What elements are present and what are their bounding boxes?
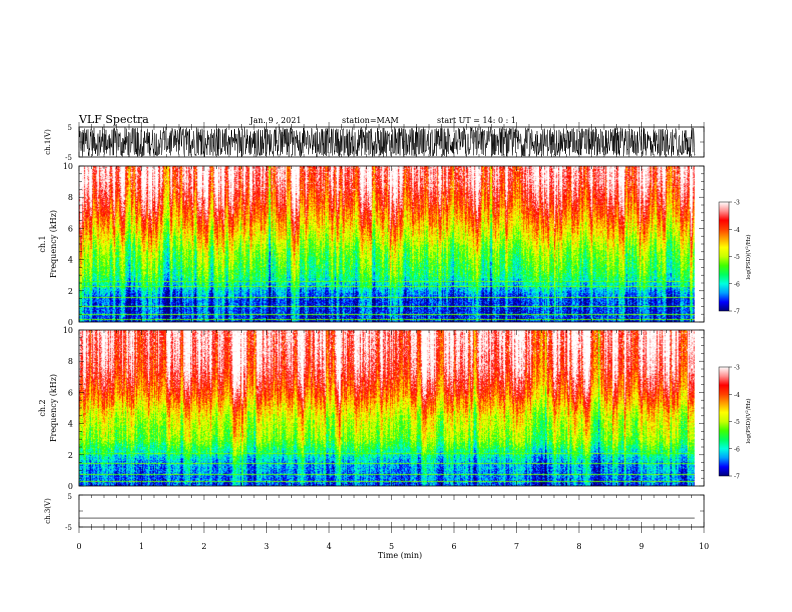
ch1-spectrogram-ticks	[78, 165, 705, 323]
time-tick-label: 9	[639, 542, 644, 551]
time-tick-label: 2	[201, 542, 206, 551]
frequency-tick-label: 6	[68, 224, 73, 233]
time-tick-label: 5	[389, 542, 394, 551]
colorbar-tick-label: -4	[734, 227, 740, 234]
ch2-colorbar: -3 -4 -5 -6 -7 log(PSD)(V2/Hz)	[718, 365, 753, 481]
ch3-ytick-neg5: -5	[65, 524, 72, 532]
time-tick-label: 10	[699, 542, 709, 551]
ch2-colorbar-gradient	[718, 366, 730, 477]
ch2-colorbar-ticklabels: -3 -4 -5 -6 -7	[729, 365, 740, 481]
start-time-label: start UT = 14: 0 : 1	[437, 116, 516, 125]
time-tick-label: 6	[451, 542, 456, 551]
time-tick-label: 7	[514, 542, 519, 551]
time-tick-label: 1	[139, 542, 144, 551]
ch2-spectrogram-ylabel-frequency: Frequency (kHz)	[49, 374, 58, 442]
ch1-waveform-panel: 5 -5 ch.1(V)	[44, 122, 705, 162]
time-tick-label: 3	[264, 542, 269, 551]
ch1-waveform-ticks	[78, 126, 705, 158]
colorbar-tick-label: -7	[734, 474, 740, 481]
ch1-colorbar-gradient	[718, 201, 730, 312]
ch2-colorbar-label: log(PSD)(V2/Hz)	[744, 398, 753, 443]
colorbar-tick-label: -6	[734, 281, 740, 288]
frequency-tick-label: 0	[68, 318, 73, 327]
frequency-tick-label: 8	[68, 193, 73, 202]
frequency-tick-label: 4	[68, 256, 73, 265]
ch1-spectrogram-yticklabels: 0 2 4 6 8 10	[63, 162, 73, 327]
ch3-waveform-panel: 5 -5 ch.3(V)	[44, 493, 705, 533]
ch1-spectrogram-ylabel-frequency: Frequency (kHz)	[49, 210, 58, 278]
ch1-colorbar-ticklabels: -3 -4 -5 -6 -7	[729, 200, 740, 316]
frequency-tick-label: 4	[68, 420, 73, 429]
frequency-tick-label: 0	[68, 482, 73, 491]
ch3-waveform-ylabel: ch.3(V)	[44, 498, 52, 524]
frequency-tick-label: 8	[68, 357, 73, 366]
frequency-tick-label: 10	[63, 326, 73, 335]
ch1-waveform-trace	[78, 126, 696, 158]
ch1-ytick-5: 5	[68, 124, 72, 132]
ch2-spectrogram-image	[79, 330, 695, 486]
top-time-ticks	[78, 122, 705, 127]
ch1-spectrogram-panel: 0 2 4 6 8 10 ch.1 Frequency (kHz) -3 -4 -5 -6 -7 …	[38, 162, 752, 327]
ch2-spectrogram-panel: 0 2 4 6 8 10 ch.2 Frequency (kHz) -3 -4 -5 -6 -7 …	[38, 326, 752, 491]
time-tick-label: 8	[576, 542, 581, 551]
frequency-tick-label: 2	[68, 451, 73, 460]
colorbar-tick-label: -5	[734, 419, 740, 426]
colorbar-tick-label: -3	[734, 365, 740, 372]
colorbar-tick-label: -6	[734, 446, 740, 453]
frequency-tick-label: 2	[68, 287, 73, 296]
colorbar-tick-label: -7	[734, 309, 740, 316]
frequency-tick-label: 6	[68, 388, 73, 397]
date-label: Jan. 9 , 2021	[249, 116, 301, 125]
time-axis-ticklabels: 0 1 2 3 4 5 6 7 8 9 10	[76, 542, 709, 551]
time-tick-label: 0	[76, 542, 81, 551]
ch1-ytick-neg5: -5	[65, 154, 72, 162]
ch1-waveform-ylabel: ch.1(V)	[44, 129, 52, 155]
time-tick-label: 4	[326, 542, 331, 551]
figure-title: VLF Spectra	[78, 113, 149, 126]
frequency-tick-label: 10	[63, 162, 73, 171]
ch2-spectrogram-ylabel-channel: ch.2	[38, 399, 47, 416]
ch1-colorbar: -3 -4 -5 -6 -7 log(PSD)(V2/Hz)	[718, 200, 753, 316]
ch2-spectrogram-yticklabels: 0 2 4 6 8 10	[63, 326, 73, 491]
time-axis-label: Time (min)	[378, 551, 422, 560]
ch1-spectrogram-ylabel-channel: ch.1	[38, 235, 47, 252]
ch1-colorbar-label: log(PSD)(V2/Hz)	[744, 234, 753, 279]
ch1-spectrogram-image	[79, 166, 695, 322]
ch3-waveform-frame	[78, 494, 705, 528]
colorbar-tick-label: -5	[734, 254, 740, 261]
ch3-waveform-ticks	[78, 494, 705, 533]
colorbar-tick-label: -3	[734, 200, 740, 207]
ch2-spectrogram-ticks	[78, 329, 705, 487]
ch3-ytick-5: 5	[68, 493, 72, 501]
station-label: station=MAM	[342, 116, 399, 125]
colorbar-tick-label: -4	[734, 392, 740, 399]
